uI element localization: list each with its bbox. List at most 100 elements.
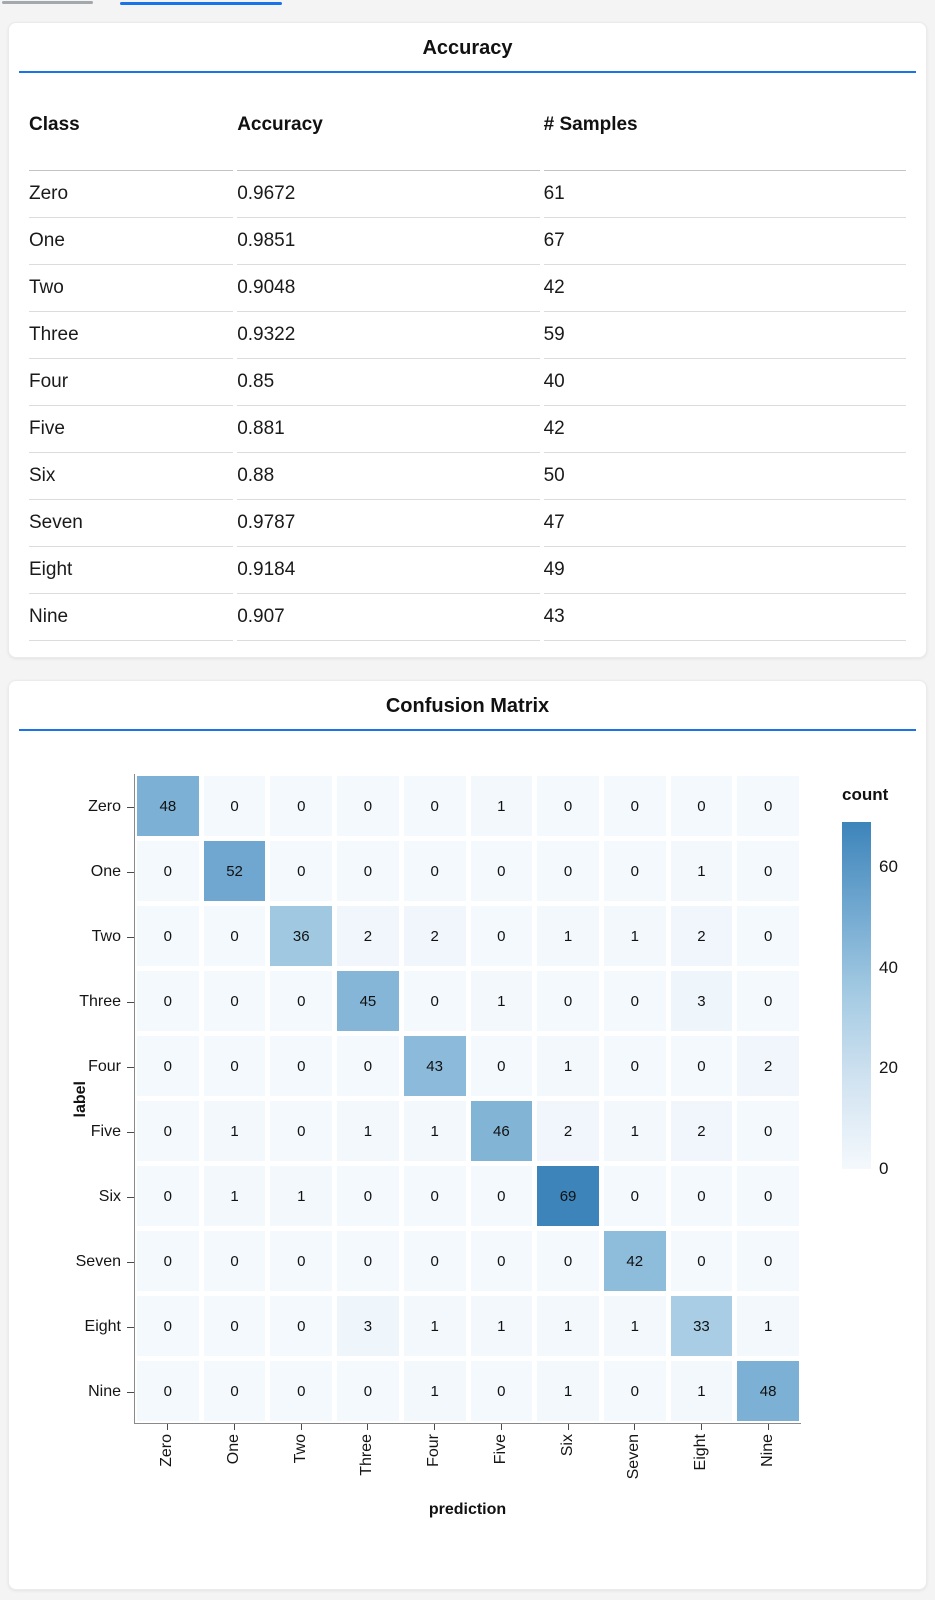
table-cell: 61 — [543, 171, 906, 218]
tab-indicator-active[interactable] — [120, 2, 282, 5]
matrix-cell: 1 — [403, 1361, 466, 1421]
matrix-cell: 0 — [137, 841, 199, 901]
accuracy-table: Class Accuracy # Samples Zero 0.9672 61 One… — [25, 73, 910, 641]
matrix-cell: 1 — [603, 1101, 666, 1161]
y-axis-label: One — [14, 839, 134, 904]
matrix-cell: 0 — [603, 1036, 666, 1096]
matrix-cell: 1 — [737, 1296, 799, 1356]
table-header-row: Class Accuracy # Samples — [29, 73, 906, 171]
matrix-cell: 1 — [403, 1101, 466, 1161]
matrix-cell: 1 — [670, 841, 733, 901]
matrix-cell: 0 — [270, 1101, 333, 1161]
table-row: Five 0.881 42 — [29, 406, 906, 453]
axis-tick — [127, 871, 134, 873]
axis-tick — [127, 936, 134, 938]
matrix-cell: 0 — [203, 906, 266, 966]
matrix-cell: 0 — [603, 1361, 666, 1421]
table-cell: 40 — [543, 359, 906, 406]
matrix-cell: 0 — [270, 841, 333, 901]
x-axis-labels: Zero One Two Three Four Five Six Seven Eight Nine — [134, 1424, 801, 1508]
matrix-cell: 0 — [270, 1231, 333, 1291]
x-axis-label: Four — [401, 1424, 468, 1467]
axis-tick — [367, 1424, 369, 1430]
axis-tick — [234, 1424, 236, 1430]
matrix-cell: 2 — [537, 1101, 599, 1161]
matrix-cell: 0 — [603, 841, 666, 901]
matrix-cell: 69 — [537, 1166, 599, 1226]
y-axis-label: Two — [14, 904, 134, 969]
matrix-cell: 0 — [537, 776, 599, 836]
table-cell: Seven — [29, 500, 234, 547]
x-axis-label: Three — [334, 1424, 401, 1476]
x-axis-label: Nine — [734, 1424, 801, 1467]
matrix-cell: 0 — [270, 971, 333, 1031]
matrix-cell: 0 — [270, 1296, 333, 1356]
matrix-cell: 1 — [670, 1361, 733, 1421]
matrix-cell: 0 — [137, 971, 199, 1031]
table-cell: 67 — [543, 218, 906, 265]
x-axis-label: Eight — [668, 1424, 735, 1470]
table-cell: Three — [29, 312, 234, 359]
tab-indicator-inactive[interactable] — [2, 1, 93, 4]
accuracy-table-body: Zero 0.9672 61 One 0.9851 67 Two 0.9048 42 Three 0… — [29, 171, 906, 641]
matrix-cell: 46 — [470, 1101, 533, 1161]
y-axis-label: Nine — [14, 1359, 134, 1424]
confusion-matrix-card: Confusion Matrix 48 0 0 0 0 1 0 0 0 0 0 52 0 0 0 0 0 0 1 0 0… — [8, 680, 927, 1590]
matrix-cell: 0 — [270, 1036, 333, 1096]
matrix-cell: 0 — [603, 1166, 666, 1226]
table-cell: 43 — [543, 594, 906, 641]
axis-tick — [127, 1326, 134, 1328]
matrix-cell: 0 — [137, 1101, 199, 1161]
matrix-cell: 0 — [270, 1361, 333, 1421]
matrix-cell: 0 — [737, 906, 799, 966]
matrix-cell: 0 — [603, 776, 666, 836]
matrix-cell: 1 — [537, 906, 599, 966]
matrix-cell: 0 — [470, 841, 533, 901]
axis-tick — [127, 1131, 134, 1133]
matrix-cell: 3 — [670, 971, 733, 1031]
table-cell: 0.881 — [237, 406, 540, 453]
matrix-cell: 45 — [337, 971, 399, 1031]
matrix-cell: 1 — [537, 1361, 599, 1421]
matrix-cell: 42 — [603, 1231, 666, 1291]
matrix-cell: 0 — [203, 971, 266, 1031]
table-cell: Six — [29, 453, 234, 500]
matrix-cell: 0 — [403, 971, 466, 1031]
legend-tick: 40 — [879, 957, 898, 977]
col-header-accuracy: Accuracy — [237, 73, 540, 171]
y-axis-label: Eight — [14, 1294, 134, 1359]
x-axis-label: Five — [468, 1424, 535, 1464]
matrix-cell: 0 — [470, 1166, 533, 1226]
matrix-cell: 0 — [737, 1166, 799, 1226]
table-row: Six 0.88 50 — [29, 453, 906, 500]
matrix-cell: 48 — [137, 776, 199, 836]
legend-tick: 60 — [879, 857, 898, 877]
matrix-cell: 2 — [403, 906, 466, 966]
x-axis-label: Seven — [601, 1424, 668, 1479]
table-cell: 42 — [543, 265, 906, 312]
matrix-cell: 1 — [337, 1101, 399, 1161]
accuracy-card: Accuracy Class Accuracy # Samples Zero 0.… — [8, 22, 927, 658]
table-row: Zero 0.9672 61 — [29, 171, 906, 218]
x-axis-label: Six — [534, 1424, 601, 1456]
confusion-title-divider — [19, 729, 916, 731]
axis-tick — [127, 1066, 134, 1068]
table-cell: Zero — [29, 171, 234, 218]
matrix-cell: 0 — [203, 1361, 266, 1421]
matrix-cell: 0 — [470, 906, 533, 966]
table-row: Two 0.9048 42 — [29, 265, 906, 312]
matrix-cell: 0 — [203, 1036, 266, 1096]
table-cell: 0.907 — [237, 594, 540, 641]
matrix-cell: 0 — [137, 1296, 199, 1356]
matrix-cell: 2 — [670, 1101, 733, 1161]
axis-tick — [500, 1424, 502, 1430]
matrix-cell: 0 — [403, 776, 466, 836]
col-header-samples: # Samples — [543, 73, 906, 171]
matrix-cell: 2 — [670, 906, 733, 966]
matrix-cell: 48 — [737, 1361, 799, 1421]
table-cell: 47 — [543, 500, 906, 547]
matrix-cell: 0 — [470, 1231, 533, 1291]
matrix-cell: 0 — [737, 1231, 799, 1291]
table-row: Four 0.85 40 — [29, 359, 906, 406]
table-cell: Four — [29, 359, 234, 406]
